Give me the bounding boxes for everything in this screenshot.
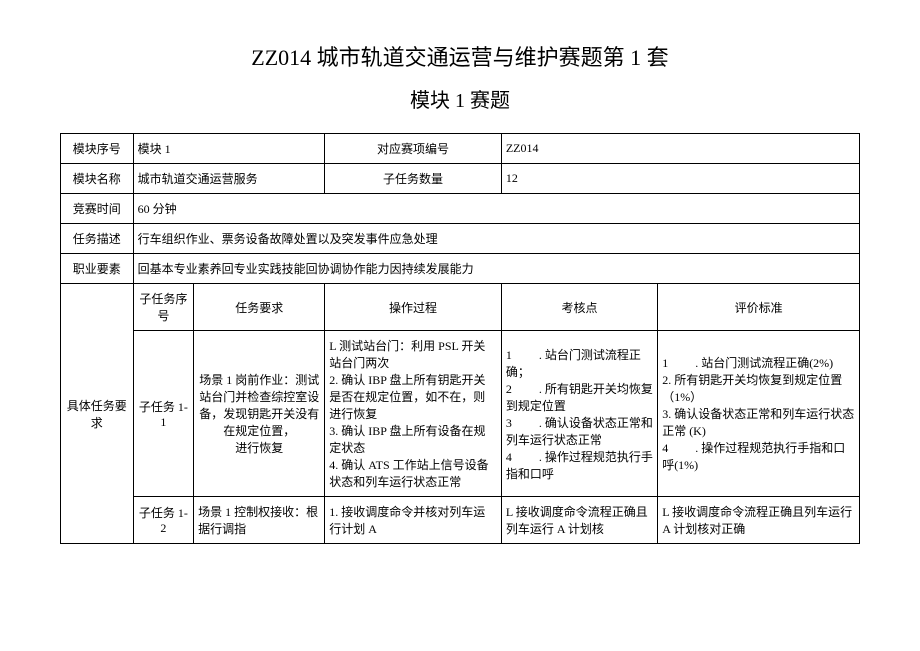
page-subtitle: 模块 1 赛题 (60, 84, 860, 113)
label-task-req: 具体任务要求 (61, 284, 134, 544)
table-row: 具体任务要求 子任务序号 任务要求 操作过程 考核点 评价标准 (61, 284, 860, 331)
col-criteria: 评价标准 (658, 284, 860, 331)
label-task-desc: 任务描述 (61, 224, 134, 254)
value-occupation: 回基本专业素养回专业实践技能回协调协作能力因持续发展能力 (133, 254, 859, 284)
cell-criteria: 1 . 站台门测试流程正确(2%) 2. 所有钥匙开关均恢复到规定位置（1%） … (658, 331, 860, 497)
col-checkpoint: 考核点 (501, 284, 657, 331)
cell-subtask-no: 子任务 1-1 (133, 331, 194, 497)
col-subtask-no: 子任务序号 (133, 284, 194, 331)
table-row: 模块序号 模块 1 对应赛项编号 ZZ014 (61, 134, 860, 164)
table-row: 子任务 1-2 场景 1 控制权接收：根据行调指 1. 接收调度命令并核对列车运… (61, 497, 860, 544)
label-module-no: 模块序号 (61, 134, 134, 164)
col-operation: 操作过程 (325, 284, 502, 331)
cell-task-req: 场景 1 控制权接收：根据行调指 (194, 497, 325, 544)
value-module-no: 模块 1 (133, 134, 325, 164)
value-corresponding-no: ZZ014 (501, 134, 859, 164)
cell-task-req: 场景 1 岗前作业：测试站台门并检查综控室设备，发现钥匙开关没有在规定位置， 进… (194, 331, 325, 497)
cell-operation: 1. 接收调度命令并核对列车运行计划 A (325, 497, 502, 544)
value-module-name: 城市轨道交通运营服务 (133, 164, 325, 194)
label-subtask-count: 子任务数量 (325, 164, 502, 194)
label-corresponding-no: 对应赛项编号 (325, 134, 502, 164)
table-row: 竞赛时间 60 分钟 (61, 194, 860, 224)
cell-criteria: L 接收调度命令流程正确且列车运行 A 计划核对正确 (658, 497, 860, 544)
cell-subtask-no: 子任务 1-2 (133, 497, 194, 544)
value-task-desc: 行车组织作业、票务设备故障处置以及突发事件应急处理 (133, 224, 859, 254)
table-row: 模块名称 城市轨道交通运营服务 子任务数量 12 (61, 164, 860, 194)
main-table: 模块序号 模块 1 对应赛项编号 ZZ014 模块名称 城市轨道交通运营服务 子… (60, 133, 860, 544)
table-row: 子任务 1-1 场景 1 岗前作业：测试站台门并检查综控室设备，发现钥匙开关没有… (61, 331, 860, 497)
label-module-name: 模块名称 (61, 164, 134, 194)
col-task-req: 任务要求 (194, 284, 325, 331)
table-row: 任务描述 行车组织作业、票务设备故障处置以及突发事件应急处理 (61, 224, 860, 254)
value-subtask-count: 12 (501, 164, 859, 194)
cell-checkpoint: L 接收调度命令流程正确且列车运行 A 计划核 (501, 497, 657, 544)
label-contest-time: 竞赛时间 (61, 194, 134, 224)
label-occupation: 职业要素 (61, 254, 134, 284)
cell-operation: L 测试站台门：利用 PSL 开关站台门两次 2. 确认 IBP 盘上所有钥匙开… (325, 331, 502, 497)
page-title: ZZ014 城市轨道交通运营与维护赛题第 1 套 (60, 40, 860, 72)
table-row: 职业要素 回基本专业素养回专业实践技能回协调协作能力因持续发展能力 (61, 254, 860, 284)
value-contest-time: 60 分钟 (133, 194, 859, 224)
cell-checkpoint: 1 . 站台门测试流程正确； 2 . 所有钥匙开关均恢复到规定位置 3 . 确认… (501, 331, 657, 497)
